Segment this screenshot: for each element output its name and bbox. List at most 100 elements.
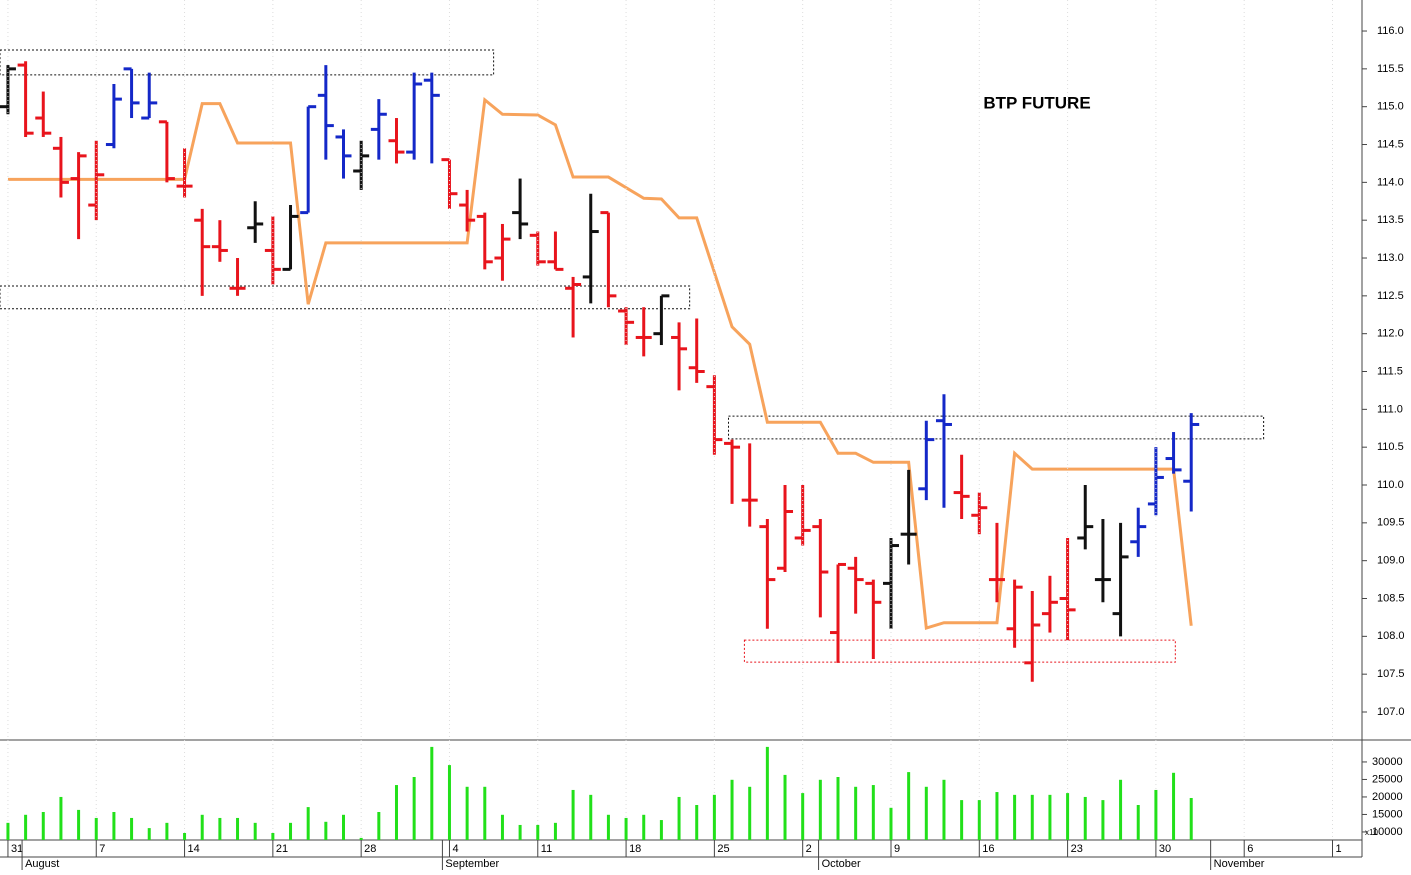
- y-tick-label: 111.5: [1377, 365, 1403, 377]
- stop-line: [7, 97, 1193, 630]
- volume-bar: [1101, 800, 1105, 840]
- volume-bar: [147, 828, 151, 840]
- month-label: October: [822, 858, 861, 870]
- volume-bar: [112, 812, 116, 840]
- volume-bar: [1119, 779, 1123, 840]
- volume-bar: [960, 800, 964, 840]
- zone: [0, 285, 691, 310]
- month-label: November: [1214, 858, 1265, 870]
- volume-bar: [765, 746, 769, 840]
- volume-bar: [518, 824, 522, 840]
- volume-bar: [412, 777, 416, 840]
- volume-bar: [783, 774, 787, 840]
- y-tick-label: 112.0: [1377, 328, 1404, 340]
- volume-bar: [801, 793, 805, 840]
- volume-bar: [324, 821, 328, 840]
- x-tick-label: 30: [1159, 843, 1171, 855]
- y-tick-label: 112.5: [1377, 290, 1404, 302]
- volume-bar: [977, 800, 981, 840]
- volume-bar: [606, 814, 610, 840]
- volume-bar: [659, 820, 663, 840]
- volume-bar: [677, 796, 681, 840]
- volume-bar: [289, 822, 293, 840]
- volume-bar: [924, 786, 928, 840]
- volume-bar: [1013, 794, 1017, 840]
- volume-bar: [818, 779, 822, 840]
- volume-bar: [642, 814, 646, 840]
- volume-bar: [465, 786, 469, 840]
- y-tick-label: 109.0: [1377, 555, 1405, 567]
- x-tick-label: 16: [982, 843, 994, 855]
- volume-bar: [500, 814, 504, 840]
- volume-bar: [1136, 805, 1140, 840]
- y-tick-label: 114.5: [1377, 138, 1404, 150]
- y-tick-label: 107.0: [1377, 706, 1405, 718]
- volume-bar: [1048, 794, 1052, 840]
- volume-bar: [253, 822, 257, 840]
- y-tick-label: 10000: [1372, 826, 1403, 838]
- x-tick-label: 31: [11, 843, 23, 855]
- x-tick-label: 25: [717, 843, 729, 855]
- volume-bar: [571, 789, 575, 840]
- x-tick-label: 7: [99, 843, 105, 855]
- zone: [728, 415, 1265, 440]
- volume-bar: [430, 746, 434, 840]
- y-tick-label: 107.5: [1377, 668, 1405, 680]
- y-tick-label: 116.0: [1377, 25, 1404, 37]
- y-tick-label: 115.5: [1377, 63, 1404, 75]
- volume-bar: [1066, 793, 1070, 840]
- volume-bar: [1189, 798, 1193, 840]
- volume-bar: [24, 814, 28, 840]
- volume-bar: [942, 779, 946, 840]
- volume-bar: [536, 824, 540, 840]
- volume-bar: [907, 772, 911, 840]
- volume-bar: [77, 809, 81, 840]
- x-tick-label: 18: [629, 843, 641, 855]
- chart-title: BTP FUTURE: [983, 93, 1090, 112]
- volume-bar: [748, 786, 752, 840]
- volume-bar: [306, 807, 310, 840]
- volume-bar: [624, 817, 628, 840]
- x-tick-label: 14: [188, 843, 200, 855]
- volume-bar: [589, 794, 593, 840]
- volume-bar: [359, 837, 363, 840]
- volume-bar: [871, 785, 875, 840]
- volume-bar: [483, 786, 487, 840]
- y-tick-label: 111.0: [1377, 403, 1403, 415]
- y-tick-label: 20000: [1372, 791, 1403, 803]
- volume-bar: [130, 817, 134, 840]
- y-tick-label: 25000: [1372, 773, 1403, 785]
- volume-bar: [712, 794, 716, 840]
- zone: [743, 639, 1176, 663]
- axis-note: x10: [1365, 828, 1378, 837]
- x-tick-label: 11: [541, 843, 552, 855]
- volume-bar: [394, 785, 398, 840]
- x-tick-label: 21: [276, 843, 288, 855]
- y-tick-label: 15000: [1372, 808, 1403, 820]
- volume-bar: [1083, 796, 1087, 840]
- y-tick-label: 113.5: [1377, 214, 1404, 226]
- month-label: September: [445, 858, 499, 870]
- y-tick-label: 110.5: [1377, 441, 1404, 453]
- x-tick-label: 2: [806, 843, 812, 855]
- volume-bar: [695, 805, 699, 840]
- volume-bar: [183, 833, 187, 840]
- volume-bar: [200, 814, 204, 840]
- volume-bar: [41, 812, 45, 840]
- x-tick-label: 28: [364, 843, 376, 855]
- volume-bar: [377, 812, 381, 840]
- volume-bar: [94, 817, 98, 840]
- volume-bar: [730, 779, 734, 840]
- x-tick-label: 23: [1071, 843, 1083, 855]
- y-tick-label: 114.0: [1377, 176, 1404, 188]
- x-tick-label: 6: [1247, 843, 1253, 855]
- volume-bar: [854, 786, 858, 840]
- volume-bar: [59, 796, 63, 840]
- volume-bar: [165, 822, 169, 840]
- volume-bar: [447, 765, 451, 840]
- volume-bar: [218, 817, 222, 840]
- volume-bar: [1154, 789, 1158, 840]
